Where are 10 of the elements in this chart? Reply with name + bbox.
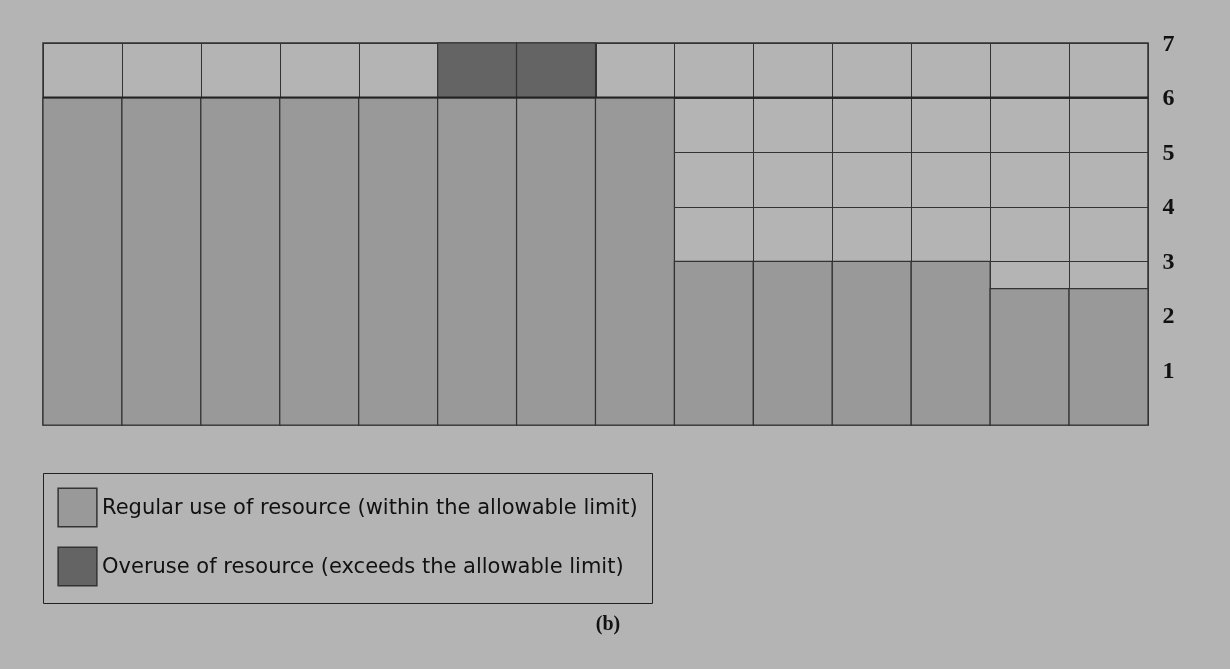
- legend-label: Overuse of resource (exceeds the allowable limit): [102, 553, 624, 578]
- y-tick-label: 2: [1162, 302, 1175, 329]
- y-tick-label: 1: [1162, 356, 1175, 383]
- y-tick-label: 6: [1162, 84, 1175, 111]
- y-tick-label: 5: [1162, 138, 1175, 165]
- legend-label: Regular use of resource (within the allowable limit): [102, 494, 638, 519]
- y-tick-label: 4: [1162, 193, 1175, 220]
- y-tick-label: 3: [1162, 247, 1175, 274]
- text: (b): [595, 611, 621, 635]
- y-tick-label: 7: [1162, 29, 1175, 56]
